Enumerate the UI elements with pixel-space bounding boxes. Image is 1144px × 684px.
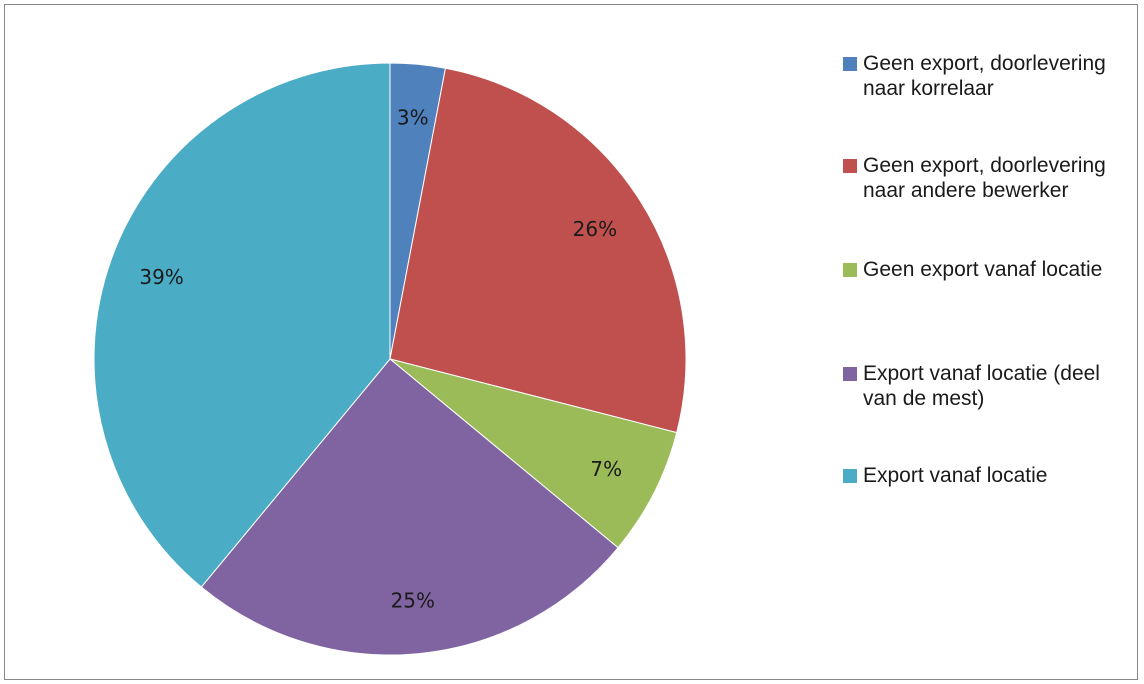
legend-item: Geen export, doorlevering naar korrelaar	[843, 51, 1123, 101]
legend-swatch	[843, 469, 857, 483]
legend-swatch	[843, 263, 857, 277]
pie-slice	[389, 358, 678, 549]
legend-label: Geen export vanaf locatie	[863, 258, 1103, 281]
legend-item: Geen export, doorlevering naar andere be…	[843, 153, 1123, 203]
slice-label: 3%	[397, 105, 429, 129]
slice-label: 39%	[139, 265, 183, 289]
pie-slice	[200, 358, 619, 656]
slice-label: 7%	[590, 457, 622, 481]
legend-label: Geen export, doorlevering naar korrelaar	[863, 52, 1106, 100]
legend-item: Geen export vanaf locatie	[843, 257, 1123, 282]
pie-slice	[93, 62, 391, 588]
legend-label: Export vanaf locatie	[863, 464, 1048, 487]
slice-label: 26%	[573, 217, 617, 241]
pie-slice	[389, 67, 687, 434]
legend-item: Export vanaf locatie (deel van de mest)	[843, 361, 1123, 411]
pie-chart: 3% 26% 7% 25% 39%	[93, 62, 687, 656]
legend-item: Export vanaf locatie	[843, 463, 1123, 488]
slice-label: 25%	[391, 589, 435, 613]
legend-label: Geen export, doorlevering naar andere be…	[863, 154, 1106, 202]
legend-swatch	[843, 159, 857, 173]
chart-area: 3% 26% 7% 25% 39% Geen export, doorlevering …	[4, 4, 1138, 680]
legend-swatch	[843, 367, 857, 381]
legend-label: Export vanaf locatie (deel van de mest)	[863, 362, 1100, 410]
legend-swatch	[843, 57, 857, 71]
